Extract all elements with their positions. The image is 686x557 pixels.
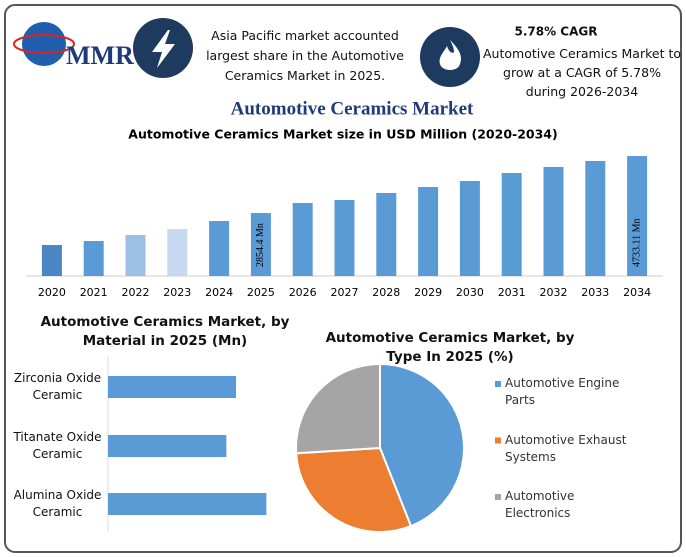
x-tick-label: 2026: [289, 286, 317, 299]
logo-globe: [22, 22, 66, 66]
bar: [459, 180, 480, 276]
logo-orbit: [13, 34, 75, 54]
bar: [250, 213, 271, 276]
icon-bolt: [152, 30, 175, 68]
x-tick-label: 2033: [581, 286, 609, 299]
x-tick-label: 2029: [414, 286, 442, 299]
legend-label: Automotive Engine Parts: [505, 376, 620, 407]
chart-title: Automotive Ceramics Market, by Type In 2…: [325, 330, 575, 365]
chart-title: Automotive Ceramics Market, by Material …: [40, 314, 290, 349]
cagr-title: 5.78% CAGR: [515, 25, 598, 39]
x-tick-label: 2027: [331, 286, 359, 299]
bar: [108, 435, 227, 457]
pie-slice: [295, 362, 381, 455]
x-tick-label: 2025: [247, 286, 275, 299]
y-tick-label: Titanate Oxide Ceramic: [13, 430, 102, 461]
bar: [209, 221, 230, 276]
legend-swatch: [495, 381, 501, 387]
y-tick-label: Alumina Oxide Ceramic: [13, 488, 102, 519]
x-tick-label: 2024: [205, 286, 233, 299]
bar: [108, 493, 267, 515]
bar: [334, 200, 355, 276]
x-tick-label: 2032: [540, 286, 568, 299]
x-tick-label: 2031: [498, 286, 526, 299]
bar: [376, 192, 397, 276]
x-tick-label: 2023: [163, 286, 191, 299]
logo-text: MMR: [66, 41, 134, 70]
x-tick-label: 2028: [372, 286, 400, 299]
bar: [627, 155, 648, 276]
value-label: 4733.11 Mn: [631, 218, 642, 267]
icon-flame: [439, 40, 461, 70]
bar: [543, 166, 564, 276]
bar: [292, 203, 313, 276]
bar: [83, 241, 104, 276]
x-tick-label: 2021: [80, 286, 108, 299]
pie-slice: [379, 362, 465, 528]
bar: [41, 245, 62, 276]
legend-swatch: [495, 494, 501, 500]
legend-swatch: [495, 437, 501, 444]
x-tick-label: 2030: [456, 286, 484, 299]
bar: [108, 376, 236, 398]
frame: [4, 4, 682, 553]
x-tick-label: 2034: [623, 286, 651, 299]
x-tick-label: 2020: [38, 286, 66, 299]
legend-label: Automotive Electronics: [505, 489, 575, 520]
x-tick-label: 2022: [122, 286, 150, 299]
bar: [585, 160, 606, 276]
chart-title: Automotive Ceramics Market size in USD M…: [128, 127, 557, 142]
pie-slice: [295, 446, 413, 533]
legend-label: Automotive Exhaust Systems: [505, 432, 627, 464]
bar: [125, 235, 146, 276]
info-left: Asia Pacific market accounted largest sh…: [206, 28, 404, 83]
info-right: Automotive Ceramics Market to grow at a …: [483, 46, 681, 99]
bar: [501, 172, 522, 276]
y-tick-label: Zirconia Oxide Ceramic: [13, 371, 102, 402]
main-title: Automotive Ceramics Market: [231, 98, 474, 119]
bar: [418, 187, 439, 276]
bar: [167, 229, 188, 276]
value-label: 2854.4 Mn: [255, 223, 266, 267]
